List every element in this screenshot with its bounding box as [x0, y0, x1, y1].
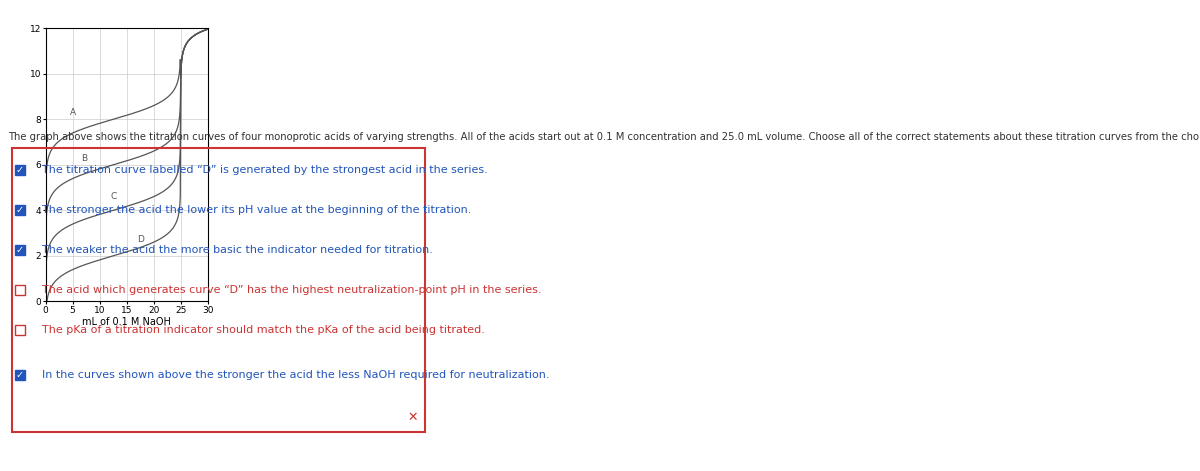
Text: ✓: ✓ [16, 165, 24, 175]
FancyBboxPatch shape [14, 285, 25, 295]
Text: B: B [80, 154, 86, 162]
Text: The titration curve labelled “D” is generated by the strongest acid in the serie: The titration curve labelled “D” is gene… [42, 165, 487, 175]
Text: The graph above shows the titration curves of four monoprotic acids of varying s: The graph above shows the titration curv… [8, 132, 1200, 142]
Text: In the curves shown above the stronger the acid the less NaOH required for neutr: In the curves shown above the stronger t… [42, 370, 550, 380]
Text: The pKa of a titration indicator should match the pKa of the acid being titrated: The pKa of a titration indicator should … [42, 325, 485, 335]
FancyBboxPatch shape [14, 205, 25, 215]
Text: ✓: ✓ [16, 370, 24, 380]
Text: ✓: ✓ [16, 245, 24, 255]
FancyBboxPatch shape [14, 325, 25, 335]
Text: The stronger the acid the lower its pH value at the beginning of the titration.: The stronger the acid the lower its pH v… [42, 205, 472, 215]
FancyBboxPatch shape [14, 370, 25, 380]
Text: ✕: ✕ [408, 411, 419, 423]
Text: ✓: ✓ [16, 205, 24, 215]
Text: C: C [110, 192, 116, 201]
Text: The acid which generates curve “D” has the highest neutralization-point pH in th: The acid which generates curve “D” has t… [42, 285, 541, 295]
Text: D: D [138, 236, 144, 244]
Text: A: A [70, 108, 76, 117]
FancyBboxPatch shape [14, 165, 25, 175]
FancyBboxPatch shape [14, 245, 25, 255]
Text: The weaker the acid the more basic the indicator needed for titration.: The weaker the acid the more basic the i… [42, 245, 433, 255]
X-axis label: mL of 0.1 M NaOH: mL of 0.1 M NaOH [82, 317, 172, 327]
